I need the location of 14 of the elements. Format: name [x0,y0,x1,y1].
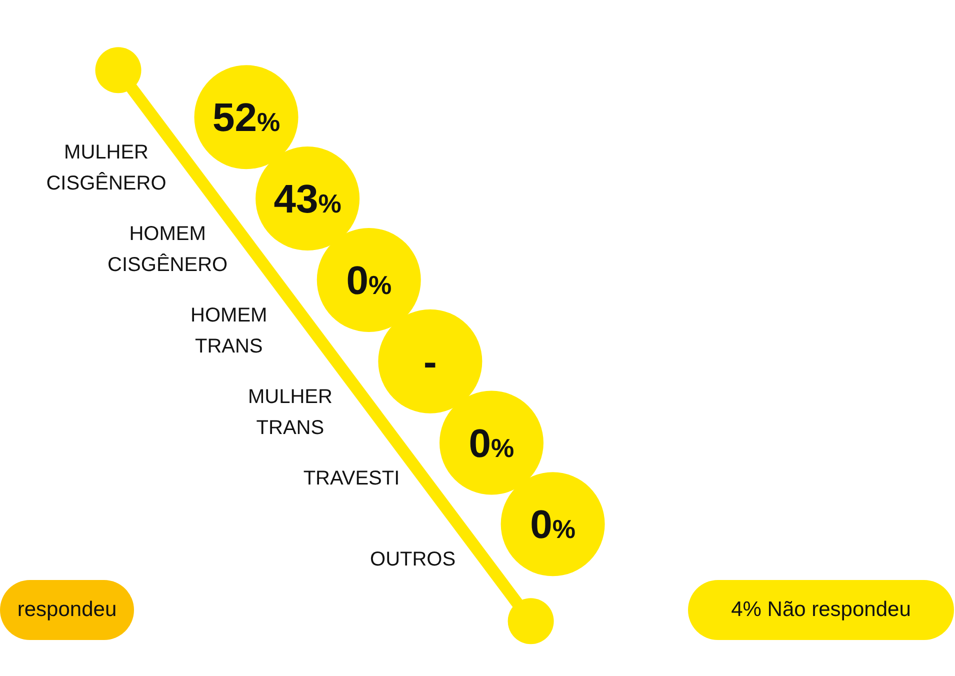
text: 4% Não respondeu [688,580,954,640]
data-label: - [424,340,437,384]
data-label: 52% [212,96,280,140]
text: respondeu [0,580,134,640]
category-label: HOMEM TRANS [190,304,268,358]
category-label: TRAVESTI [303,467,400,490]
data-label: 0% [468,422,514,466]
data-label: 0% [346,258,392,303]
category-label: HOMEM CISGÊNERO [108,223,228,276]
data-label: 43% [274,178,342,222]
data-label: 0% [530,503,576,548]
category-label: MULHER TRANS [248,386,332,439]
category-label: OUTROS [370,548,456,571]
category-label: MULHER CISGÊNERO [46,142,166,195]
